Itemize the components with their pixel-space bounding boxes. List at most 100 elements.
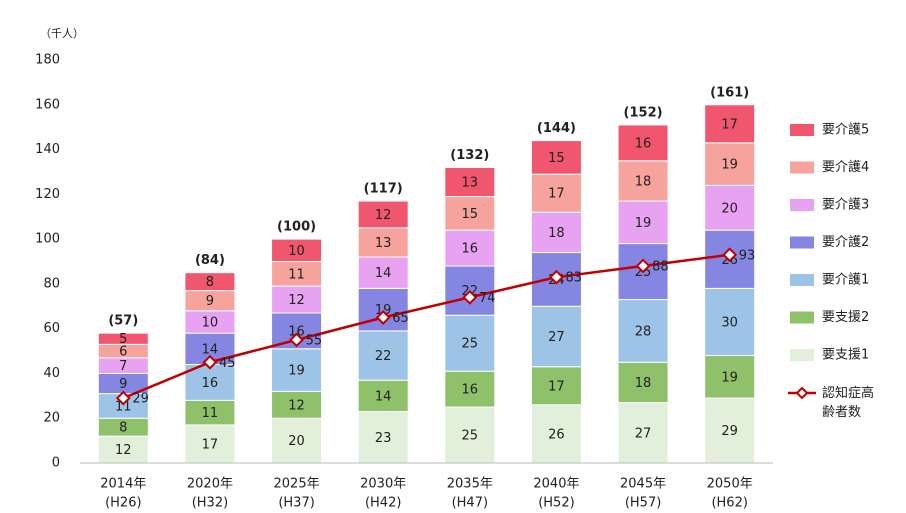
bar-segment xyxy=(704,104,756,144)
data-label: 12 xyxy=(375,208,392,223)
data-label: 12 xyxy=(288,398,305,413)
y-tick-label: 80 xyxy=(43,276,60,291)
data-label: 20 xyxy=(288,434,305,449)
line-marker xyxy=(115,390,131,406)
line-marker xyxy=(289,332,304,348)
legend-label: 要介護4 xyxy=(822,159,869,175)
bar-segment xyxy=(184,424,236,464)
line-label: 93 xyxy=(739,248,756,263)
bar-segment xyxy=(617,160,669,202)
data-label: 25 xyxy=(462,337,479,352)
data-label: 26 xyxy=(548,427,565,442)
data-label: 17 xyxy=(202,437,219,452)
data-label: 14 xyxy=(375,389,392,404)
line-marker xyxy=(722,247,738,263)
bar-segment xyxy=(184,399,236,426)
bar-segment xyxy=(271,238,323,263)
legend-label: 要支援1 xyxy=(822,348,869,363)
data-label: 18 xyxy=(548,226,565,241)
x-tick-label: 2025年 xyxy=(274,477,320,492)
x-tick-label: (H57) xyxy=(625,496,661,511)
y-tick-label: 120 xyxy=(35,187,60,202)
line-label: 88 xyxy=(652,259,669,274)
line-label: 29 xyxy=(132,392,149,407)
x-tick-label: (H37) xyxy=(278,496,314,511)
legend-label: 要介護1 xyxy=(822,272,869,288)
y-tick-label: 40 xyxy=(43,366,60,381)
x-tick-label: 2030年 xyxy=(360,477,406,492)
data-label: 28 xyxy=(635,324,652,339)
legend-swatch xyxy=(790,349,814,361)
data-label: 13 xyxy=(462,176,479,191)
legend-label: 要介護2 xyxy=(822,234,869,250)
x-tick-label: 2020年 xyxy=(187,477,233,492)
legend-label: 要介護3 xyxy=(822,197,869,213)
legend-label: 要支援2 xyxy=(822,310,869,325)
data-label: 13 xyxy=(375,236,392,251)
data-label: 11 xyxy=(115,399,132,414)
data-label: 17 xyxy=(548,379,565,394)
data-label: 19 xyxy=(721,158,738,173)
line-marker xyxy=(549,269,564,285)
data-label: 16 xyxy=(462,242,479,257)
data-label: 12 xyxy=(288,293,305,308)
y-tick-label: 100 xyxy=(35,232,60,247)
line-label: 45 xyxy=(219,356,236,371)
data-label: 15 xyxy=(462,207,479,222)
y-axis-label: （千人） xyxy=(40,27,84,40)
total-label: (84) xyxy=(195,253,225,268)
line-marker xyxy=(462,289,478,305)
y-tick-label: 0 xyxy=(52,456,60,471)
data-label: 19 xyxy=(288,364,305,379)
bar-segment xyxy=(530,305,582,368)
x-tick-label: 2045年 xyxy=(620,477,666,492)
line-marker xyxy=(635,258,651,274)
y-tick-label: 20 xyxy=(43,411,60,426)
line-label: 83 xyxy=(565,271,582,286)
bar-segment xyxy=(704,142,756,186)
x-tick-label: (H26) xyxy=(105,496,141,511)
line-label: 74 xyxy=(479,291,496,306)
x-tick-label: 2040年 xyxy=(533,477,579,492)
legend-swatch xyxy=(790,124,814,136)
data-label: 15 xyxy=(548,151,565,166)
data-label: 29 xyxy=(721,424,738,439)
bar-segment xyxy=(357,256,409,289)
bar-segment xyxy=(444,314,496,372)
total-label: (161) xyxy=(710,85,749,100)
x-tick-label: (H52) xyxy=(538,496,574,511)
data-label: 10 xyxy=(288,244,305,259)
bar-segment xyxy=(97,435,149,464)
data-label: 14 xyxy=(375,266,392,281)
data-label: 17 xyxy=(721,117,738,132)
data-label: 5 xyxy=(119,332,127,347)
total-label: (117) xyxy=(364,182,403,197)
x-tick-label: (H32) xyxy=(192,496,228,511)
bar-segment xyxy=(271,285,323,314)
data-label: 6 xyxy=(119,345,127,360)
legend-marker xyxy=(795,386,809,400)
data-label: 27 xyxy=(635,426,652,441)
y-tick-label: 60 xyxy=(43,321,60,336)
legend-label: 要介護5 xyxy=(822,122,869,138)
data-label: 11 xyxy=(288,267,305,282)
legend-swatch xyxy=(790,161,814,174)
data-label: 9 xyxy=(206,294,214,309)
bar-segment xyxy=(184,272,236,292)
bar-segment xyxy=(530,404,582,464)
data-label: 10 xyxy=(202,315,219,330)
x-tick-label: 2050年 xyxy=(707,477,753,492)
bar-segment xyxy=(271,390,323,419)
y-tick-label: 180 xyxy=(35,53,60,68)
x-tick-label: (H62) xyxy=(711,496,747,511)
bar-segment xyxy=(617,124,669,162)
legend-swatch xyxy=(790,236,814,249)
total-label: (100) xyxy=(277,220,316,235)
bar-segment xyxy=(271,261,323,287)
data-label: 16 xyxy=(635,136,652,151)
bar-segment xyxy=(357,379,409,413)
bar-segment xyxy=(357,227,409,258)
legend-label: 認知症高齢者数 xyxy=(822,386,875,420)
data-label: 12 xyxy=(115,443,132,458)
